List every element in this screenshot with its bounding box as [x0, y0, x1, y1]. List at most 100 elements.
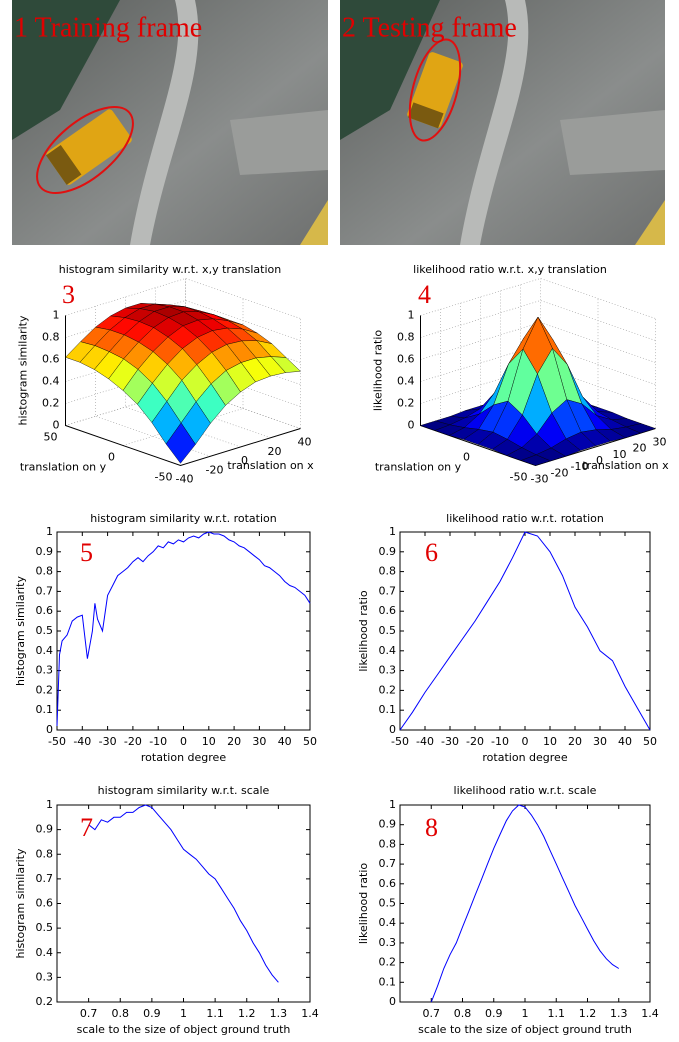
y-tick-label: 0	[389, 995, 396, 1008]
x-tick-label: 0.8	[454, 1007, 472, 1020]
y-tick-label: -50	[155, 471, 173, 484]
y-tick-label: -50	[510, 471, 528, 484]
x-tick-label: 0	[596, 454, 603, 467]
y-tick-label: 0.7	[379, 584, 397, 597]
y-tick-label: 0	[389, 723, 396, 736]
photo-label: 1 Training frame	[14, 12, 202, 43]
x-tick-label: 1	[180, 1007, 187, 1020]
y-tick-label: 0.6	[36, 604, 54, 617]
axis-line	[65, 315, 301, 467]
y-tick-label: 0.9	[379, 818, 397, 831]
y-tick-label: 0	[108, 451, 115, 464]
y-tick-label: 0.1	[36, 703, 54, 716]
y-tick-label: 0.7	[36, 872, 54, 885]
chart-title: likelihood ratio w.r.t. x,y translation	[413, 263, 607, 276]
x-tick-label: -20	[551, 466, 569, 479]
y-tick-label: 0.2	[379, 956, 397, 969]
x-tick-label: 20	[268, 445, 282, 458]
y-tick-label: 0.2	[36, 995, 54, 1008]
grid-line	[420, 278, 656, 319]
y-tick-label: 0.7	[36, 584, 54, 597]
x-tick-label: -40	[73, 735, 91, 748]
grid-line	[500, 290, 616, 442]
z-tick-label: 0.8	[42, 331, 60, 344]
chart-title: histogram similarity w.r.t. x,y translat…	[59, 263, 281, 276]
z-tick-label: 0	[53, 419, 60, 432]
plot-frame	[56, 804, 311, 1003]
x-tick-label: 30	[653, 436, 667, 449]
grid-line	[440, 309, 556, 460]
z-tick-label: 1	[53, 309, 60, 322]
y-tick-label: 0.9	[36, 823, 54, 836]
photo-training: 1 Training frame	[12, 0, 328, 245]
x-axis-label: scale to the size of object ground truth	[418, 1023, 632, 1036]
x-tick-label: 10	[613, 448, 627, 461]
y-tick-label: 0.5	[379, 897, 397, 910]
x-tick-label: 0.9	[485, 1007, 503, 1020]
x-tick-label: 0.7	[80, 1007, 98, 1020]
x-tick-label: 0	[241, 454, 248, 467]
x-tick-label: 1	[522, 1007, 529, 1020]
y-tick-label: 0.7	[379, 857, 397, 870]
y-tick-label: 0.8	[379, 565, 397, 578]
x-tick-label: 50	[303, 735, 317, 748]
y-tick-label: 0	[46, 723, 53, 736]
y-tick-label: 0.5	[36, 921, 54, 934]
x-tick-label: 1.2	[579, 1007, 597, 1020]
y-axis-label: histogram similarity	[14, 576, 27, 687]
x-tick-label: 1.2	[238, 1007, 256, 1020]
y-tick-label: 0.2	[379, 683, 397, 696]
x-tick-label: 40	[278, 735, 292, 748]
x-tick-label: 1.3	[270, 1007, 288, 1020]
chart-title: histogram similarity w.r.t. rotation	[90, 512, 276, 525]
z-axis-label: histogram similarity	[17, 315, 30, 426]
x-tick-label: -50	[391, 735, 409, 748]
y-tick-label: 1	[46, 525, 53, 538]
x-tick-label: 30	[252, 735, 266, 748]
panel-number: 7	[80, 813, 93, 842]
x-tick-label: -20	[466, 735, 484, 748]
y-tick-label: 0.2	[36, 683, 54, 696]
y-tick-label: 0.9	[36, 545, 54, 558]
y-axis-label: translation on y	[20, 461, 107, 474]
x-axis-label: translation on x	[582, 459, 669, 472]
z-tick-label: 0	[408, 419, 415, 432]
y-axis-label: histogram similarity	[14, 848, 27, 959]
x-tick-label: 0.9	[143, 1007, 161, 1020]
y-tick-label: 0.8	[379, 837, 397, 850]
x-tick-label: 30	[593, 735, 607, 748]
y-tick-label: 1	[46, 798, 53, 811]
y-tick-label: 0.4	[36, 644, 54, 657]
x-tick-label: 40	[298, 436, 312, 449]
y-tick-label: 0	[463, 451, 470, 464]
y-tick-label: 0.8	[36, 565, 54, 578]
y-tick-label: 0.6	[379, 877, 397, 890]
y-tick-label: 0.5	[36, 624, 54, 637]
panel-number: 6	[425, 538, 438, 567]
y-tick-label: 1	[389, 798, 396, 811]
x-tick-label: 40	[618, 735, 632, 748]
grid-line	[480, 297, 596, 448]
chart-title: likelihood ratio w.r.t. scale	[454, 784, 597, 797]
y-tick-label: 0.6	[379, 604, 397, 617]
y-tick-label: 0.1	[379, 975, 397, 988]
y-axis-label: translation on y	[375, 461, 462, 474]
x-tick-label: -10	[571, 460, 589, 473]
z-tick-label: 0.4	[42, 375, 60, 388]
y-tick-label: 0.4	[36, 946, 54, 959]
x-tick-label: -30	[531, 473, 549, 486]
x-tick-label: 0.7	[423, 1007, 441, 1020]
x-tick-label: -30	[441, 735, 459, 748]
panel-number: 5	[80, 538, 93, 567]
x-tick-label: 0.8	[112, 1007, 130, 1020]
y-tick-label: 0.3	[36, 970, 54, 983]
x-tick-label: 1.1	[548, 1007, 566, 1020]
x-axis-label: rotation degree	[482, 751, 567, 764]
data-line	[399, 531, 651, 731]
z-tick-label: 0.6	[397, 353, 415, 366]
x-tick-label: 20	[633, 442, 647, 455]
z-tick-label: 0.8	[397, 331, 415, 344]
y-tick-label: 0.9	[379, 545, 397, 558]
plot-frame	[56, 531, 311, 731]
grid-line	[180, 318, 301, 466]
